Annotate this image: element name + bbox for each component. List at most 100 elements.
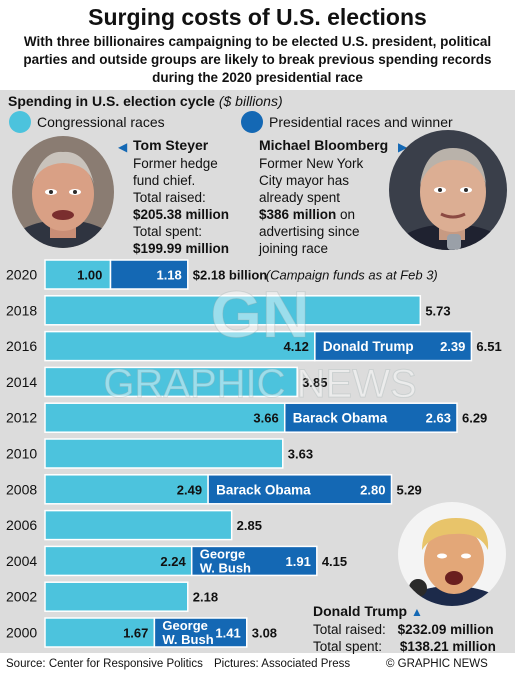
legend-swatch-congressional <box>9 111 31 133</box>
year-label-2000: 2000 <box>6 625 37 641</box>
bar-presidential-2016 <box>314 330 473 362</box>
year-label-2008: 2008 <box>6 481 37 497</box>
trump-pointer-icon: ▲ <box>411 605 423 619</box>
footer-pictures: Pictures: Associated Press <box>214 658 351 670</box>
value-congressional-2004: 2.24 <box>160 554 186 569</box>
bar-congressional-2018 <box>44 295 422 326</box>
year-label-2016: 2016 <box>6 338 37 354</box>
steyer-line1: Former hedge <box>133 156 218 171</box>
year-label-2004: 2004 <box>6 553 37 569</box>
bar-congressional-2016 <box>44 330 316 362</box>
value-congressional-2002: 2.18 <box>193 590 218 605</box>
total-label-2012: 6.29 <box>462 411 487 426</box>
value-presidential-2004: 1.91 <box>286 554 311 569</box>
footer-copyright: © GRAPHIC NEWS <box>386 658 488 670</box>
trump-raised-label: Total raised: <box>313 622 386 637</box>
bar-congressional-2020 <box>44 259 112 290</box>
page-subtitle: With three billionaires campaigning to b… <box>23 34 492 85</box>
bar-congressional-2006 <box>44 509 233 541</box>
year-label-2002: 2002 <box>6 589 37 605</box>
value-congressional-2018: 5.73 <box>425 303 450 318</box>
winner-label-2000-line2: W. Bush <box>162 632 213 647</box>
bloomberg-name: Michael Bloomberg <box>259 137 389 153</box>
bloomberg-pointer-icon: ▶ <box>398 140 408 154</box>
bar-presidential-2000 <box>153 617 248 648</box>
bar-congressional-2010 <box>44 438 284 469</box>
total-label-2016: 6.51 <box>476 339 501 354</box>
annotation-2020: (Campaign funds as at Feb 3) <box>266 268 438 283</box>
value-congressional-2000: 1.67 <box>123 626 148 641</box>
trump-spent-value: $138.21 million <box>399 639 496 654</box>
steyer-spent-value: $199.99 million <box>133 241 230 256</box>
steyer-details: Former hedge fund chief. Total raised: $… <box>133 155 253 257</box>
steyer-raised-label: Total raised: <box>133 190 206 205</box>
bloomberg-line2: City mayor has <box>259 173 350 188</box>
year-label-2020: 2020 <box>6 267 37 283</box>
total-label-2000: 3.08 <box>252 626 277 641</box>
bloomberg-line5: advertising since <box>259 224 360 239</box>
value-congressional-2008: 2.49 <box>177 482 202 497</box>
value-presidential-2000: 1.41 <box>215 626 240 641</box>
chart-label-text: Spending in U.S. election cycle <box>8 93 215 109</box>
winner-label-2004-line1: George <box>200 546 246 561</box>
bar-congressional-2002 <box>44 581 189 612</box>
value-congressional-2010: 3.63 <box>288 447 313 462</box>
bloomberg-line1: Former New York <box>259 156 364 171</box>
winner-label-2016: Donald Trump <box>323 339 414 354</box>
bar-presidential-2004 <box>190 545 318 577</box>
steyer-pointer-icon: ◀ <box>118 140 128 154</box>
winner-label-2008: Barack Obama <box>216 482 311 497</box>
bar-congressional-2008 <box>44 474 209 505</box>
bar-congressional-2012 <box>44 402 286 433</box>
bar-presidential-2012 <box>283 402 458 433</box>
trump-box-details: Total raised: $232.09 million Total spen… <box>313 621 496 655</box>
legend-swatch-presidential <box>241 111 263 133</box>
value-presidential-2012: 2.63 <box>426 411 451 426</box>
steyer-spent-label: Total spent: <box>133 224 203 239</box>
total-label-2020: $2.18 billion <box>193 268 267 283</box>
year-label-2006: 2006 <box>6 517 37 533</box>
year-label-2014: 2014 <box>6 374 37 390</box>
value-congressional-2014: 3.85 <box>302 375 327 390</box>
chart-label: Spending in U.S. election cycle ($ billi… <box>8 93 283 109</box>
year-label-2012: 2012 <box>6 410 37 426</box>
value-congressional-2006: 2.85 <box>237 518 262 533</box>
value-congressional-2020: 1.00 <box>77 268 102 283</box>
bloomberg-line3: already spent <box>259 190 341 205</box>
trump-spent-label: Total spent: <box>313 639 383 654</box>
legend-label-congressional: Congressional races <box>37 114 165 130</box>
bloomberg-details: Former New York City mayor has already s… <box>259 155 399 257</box>
tom-steyer-photo <box>12 136 114 248</box>
footer: Source: Center for Responsive Politics P… <box>0 653 515 676</box>
bar-congressional-2014 <box>44 366 298 398</box>
bar-presidential-2020 <box>109 259 189 290</box>
page-title: Surging costs of U.S. elections <box>88 4 427 30</box>
bloomberg-line4: on <box>336 207 356 222</box>
steyer-name: Tom Steyer <box>133 137 209 153</box>
steyer-raised-value: $205.38 million <box>133 207 230 222</box>
winner-label-2000-line1: George <box>162 618 208 633</box>
winner-label-2004-line2: W. Bush <box>200 560 251 575</box>
value-presidential-2020: 1.18 <box>156 268 181 283</box>
value-presidential-2008: 2.80 <box>360 482 385 497</box>
value-presidential-2016: 2.39 <box>440 339 465 354</box>
chart-label-unit: ($ billions) <box>218 93 283 109</box>
year-label-2010: 2010 <box>6 446 37 462</box>
total-label-2004: 4.15 <box>322 554 347 569</box>
bloomberg-spent-value: $386 million <box>259 207 337 222</box>
trump-box-name-text: Donald Trump <box>313 603 408 619</box>
value-congressional-2012: 3.66 <box>253 411 278 426</box>
value-congressional-2016: 4.12 <box>284 339 309 354</box>
bar-congressional-2004 <box>44 545 193 577</box>
trump-raised-value: $232.09 million <box>397 622 494 637</box>
trump-box-name: Donald Trump ▲ <box>313 603 423 619</box>
footer-source: Source: Center for Responsive Politics <box>6 658 203 670</box>
total-label-2008: 5.29 <box>396 482 421 497</box>
steyer-line2: fund chief. <box>133 173 196 188</box>
year-label-2018: 2018 <box>6 302 37 318</box>
bar-presidential-2008 <box>207 474 393 505</box>
winner-label-2012: Barack Obama <box>293 411 388 426</box>
legend-label-presidential: Presidential races and winner <box>269 114 453 130</box>
bloomberg-line6: joining race <box>259 241 329 256</box>
